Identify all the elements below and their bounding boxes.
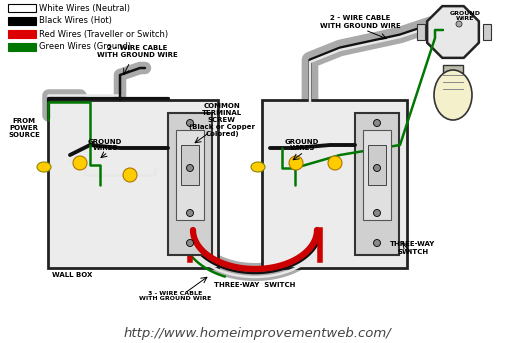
Bar: [368, 145, 386, 185]
Circle shape: [374, 239, 380, 247]
Bar: [8, 43, 36, 51]
Circle shape: [374, 210, 380, 216]
Text: FROM
POWER
SOURCE: FROM POWER SOURCE: [8, 118, 40, 138]
Text: THREE-WAY  SWITCH: THREE-WAY SWITCH: [214, 282, 296, 288]
Bar: [355, 113, 399, 255]
Bar: [262, 100, 407, 268]
Text: http://www.homeimprovementweb.com/: http://www.homeimprovementweb.com/: [123, 328, 391, 341]
Text: 2 - WIRE CABLE
WITH GROUND WIRE: 2 - WIRE CABLE WITH GROUND WIRE: [320, 15, 400, 28]
Circle shape: [187, 239, 193, 247]
Text: 3 - WIRE CABLE
WITH GROUND WIRE: 3 - WIRE CABLE WITH GROUND WIRE: [139, 291, 211, 301]
Bar: [8, 17, 36, 25]
Polygon shape: [427, 6, 479, 58]
Circle shape: [374, 119, 380, 127]
Text: White Wires (Neutral): White Wires (Neutral): [39, 3, 130, 12]
Ellipse shape: [434, 70, 472, 120]
Bar: [176, 130, 204, 220]
Bar: [483, 24, 491, 40]
Text: GROUND
WIRES: GROUND WIRES: [285, 139, 319, 152]
Text: 2 - WIRE CABLE
WITH GROUND WIRE: 2 - WIRE CABLE WITH GROUND WIRE: [97, 45, 177, 58]
Circle shape: [123, 168, 137, 182]
Circle shape: [73, 156, 87, 170]
Bar: [363, 130, 391, 220]
Bar: [8, 4, 36, 12]
Text: Black Wires (Hot): Black Wires (Hot): [39, 16, 112, 25]
Bar: [48, 100, 218, 268]
Ellipse shape: [251, 162, 265, 172]
Text: GROUND
WIRES: GROUND WIRES: [88, 139, 122, 152]
Bar: [443, 65, 463, 75]
Circle shape: [187, 119, 193, 127]
Ellipse shape: [37, 162, 51, 172]
Bar: [417, 24, 425, 40]
Circle shape: [187, 165, 193, 172]
Text: Green Wires (Ground): Green Wires (Ground): [39, 43, 131, 51]
Circle shape: [187, 210, 193, 216]
Circle shape: [289, 156, 303, 170]
Bar: [168, 113, 212, 255]
Text: WALL BOX: WALL BOX: [52, 272, 92, 278]
Bar: [8, 30, 36, 38]
Circle shape: [328, 156, 342, 170]
Text: Red Wires (Traveller or Switch): Red Wires (Traveller or Switch): [39, 29, 168, 38]
Circle shape: [374, 165, 380, 172]
Circle shape: [456, 21, 462, 27]
Text: COMMON
TERMINAL
SCREW
(Black or Copper
Colored): COMMON TERMINAL SCREW (Black or Copper C…: [189, 103, 255, 137]
Text: GROUND
WIRE: GROUND WIRE: [450, 11, 481, 21]
Text: THREE-WAY
SWITCH: THREE-WAY SWITCH: [390, 241, 436, 255]
Bar: [181, 145, 199, 185]
